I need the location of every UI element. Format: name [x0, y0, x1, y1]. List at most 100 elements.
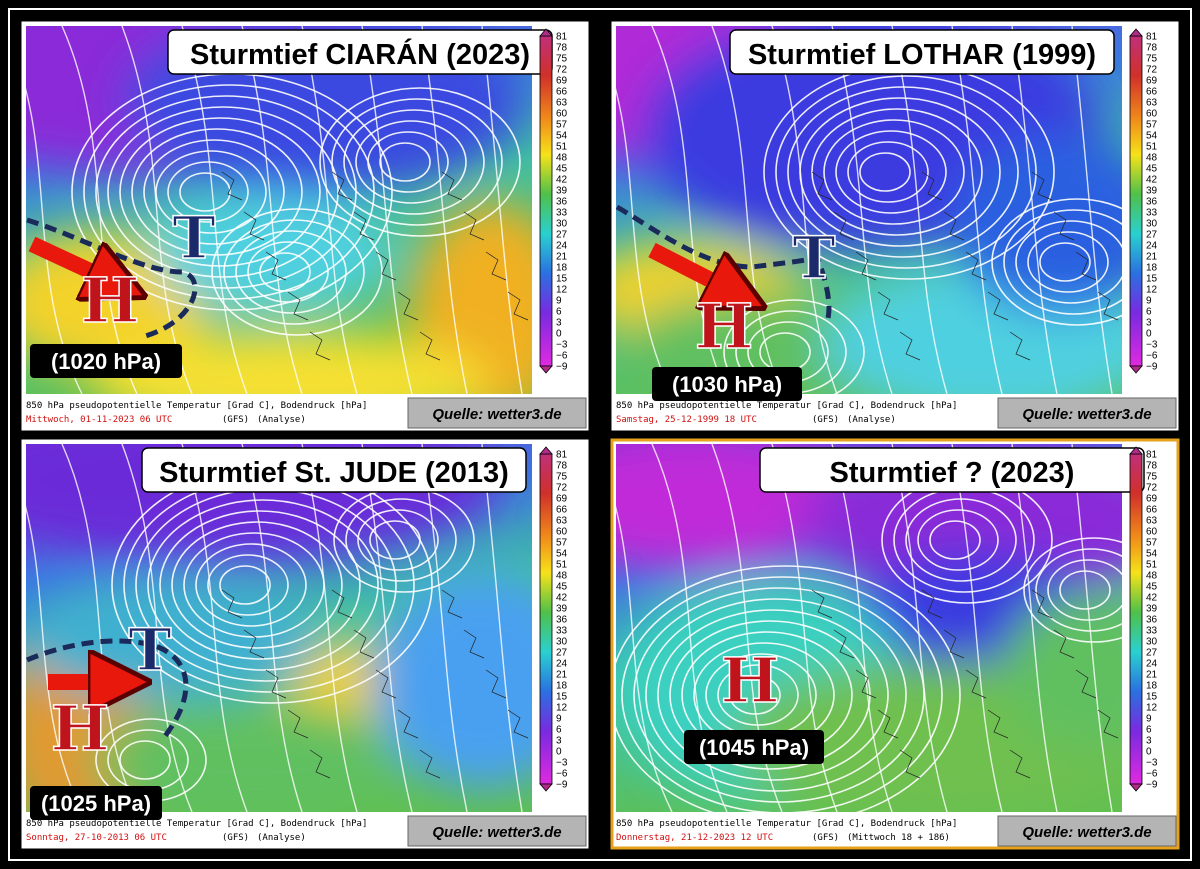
source-box	[997, 397, 1177, 429]
colorbar-tick-label: 63	[556, 98, 568, 109]
colorbar-tick-label: 78	[556, 461, 568, 472]
isobar	[143, 139, 285, 245]
isobar	[301, 26, 358, 394]
coastline	[1075, 669, 1097, 699]
coastline	[833, 629, 855, 659]
source-box	[407, 815, 587, 847]
colorbar-tick-label: 9	[556, 296, 562, 307]
model-label: (GFS)	[222, 833, 249, 843]
coastline	[1009, 331, 1031, 361]
source-box	[407, 397, 587, 429]
colorbar-tick-label: 36	[1146, 197, 1158, 208]
coastline	[485, 669, 507, 699]
coastline	[899, 749, 921, 779]
colorbar-tick-label: −9	[556, 780, 568, 791]
colorbar-tick-label: 72	[1146, 483, 1158, 494]
coastline	[877, 291, 899, 321]
colorbar-tick-label: 51	[556, 142, 568, 153]
isobar	[991, 198, 1122, 326]
colorbar-tick-label: 66	[1146, 87, 1158, 98]
colorbar-tick-label: 78	[556, 43, 568, 54]
colorbar-tick-label: 6	[556, 725, 562, 736]
caption: 850 hPa pseudopotentielle Temperatur [Gr…	[616, 819, 957, 829]
colorbar-tick-label: 69	[1146, 76, 1158, 87]
temperature-area	[412, 202, 532, 394]
isobar	[771, 444, 838, 812]
isobar	[181, 444, 248, 812]
coastline	[397, 291, 419, 321]
coastline	[221, 589, 243, 619]
colorbar-tick-label: 69	[556, 76, 568, 87]
colorbar-tick-label: 57	[556, 120, 568, 131]
isobar	[481, 444, 523, 812]
colorbar-tick-label: 48	[556, 153, 568, 164]
colorbar-tick-label: −3	[1146, 340, 1158, 351]
isobar	[369, 520, 421, 560]
isobar	[787, 86, 1019, 258]
isobar	[1015, 220, 1122, 304]
coastline	[243, 629, 265, 659]
isobar	[121, 444, 193, 812]
coastline	[353, 629, 375, 659]
isobar	[235, 230, 347, 314]
isobar	[616, 506, 673, 812]
colorbar-tick-label: 39	[556, 604, 568, 615]
caption: 850 hPa pseudopotentielle Temperatur [Gr…	[26, 401, 367, 411]
arrow	[28, 236, 118, 284]
colorbar-tick-label: 45	[556, 164, 568, 175]
isobar	[131, 128, 303, 256]
colorbar-tick-label: 72	[556, 483, 568, 494]
pressure-label: (1020 hPa)	[51, 349, 161, 374]
colorbar-tick-label: 12	[556, 703, 568, 714]
colorbar-tick-label: 81	[1146, 32, 1158, 43]
coastline	[921, 589, 943, 619]
colorbar-tick-label: 81	[1146, 450, 1158, 461]
isobar	[421, 444, 468, 812]
coastline	[1097, 291, 1119, 321]
isobar	[207, 554, 289, 616]
isobar	[669, 620, 871, 770]
colorbar-tick-label: 27	[1146, 230, 1158, 241]
run-label: (Analyse)	[257, 415, 306, 425]
isobar	[147, 499, 379, 671]
colorbar-tick-label: 66	[556, 87, 568, 98]
colorbar-tick-label: 33	[1146, 626, 1158, 637]
pressure-label: (1025 hPa)	[41, 791, 151, 816]
coastline	[331, 171, 353, 201]
isobar	[1023, 537, 1122, 643]
colorbar-tick-label: 66	[556, 505, 568, 516]
warm-front	[26, 638, 189, 742]
coastline	[243, 211, 265, 241]
isobar	[211, 208, 383, 336]
colorbar-tick-label: 78	[1146, 461, 1158, 472]
isobar	[481, 26, 523, 394]
isobar	[831, 444, 893, 812]
warm-front	[26, 217, 198, 340]
coastline	[463, 629, 485, 659]
coastline	[877, 709, 899, 739]
coastline	[1009, 749, 1031, 779]
caption: 850 hPa pseudopotentielle Temperatur [Gr…	[26, 819, 367, 829]
colorbar-tick-label: 81	[556, 32, 568, 43]
coastline	[375, 669, 397, 699]
source-label: Quelle: wetter3.de	[1022, 824, 1151, 841]
isobar	[645, 598, 907, 792]
colorbar-tick-label: 27	[556, 230, 568, 241]
isobar	[241, 26, 303, 394]
isobar	[179, 172, 231, 212]
colorbar-tick-label: 21	[1146, 252, 1158, 263]
colorbar-tick-label: 0	[556, 747, 562, 758]
low-marker: T	[128, 616, 171, 684]
isobar	[1003, 209, 1122, 315]
colorbar	[539, 453, 553, 785]
colorbar-tick-label: 48	[1146, 153, 1158, 164]
isobar	[223, 219, 365, 325]
colorbar-tick-label: 30	[556, 637, 568, 648]
colorbar-tick-label: 3	[1146, 736, 1152, 747]
colorbar-tick-label: 48	[556, 571, 568, 582]
colorbar-tick-label: 12	[556, 285, 568, 296]
run-label: (Analyse)	[257, 833, 306, 843]
colorbar-tick-label: 42	[1146, 593, 1158, 604]
colorbar	[1129, 35, 1143, 367]
colorbar-end	[539, 446, 553, 792]
